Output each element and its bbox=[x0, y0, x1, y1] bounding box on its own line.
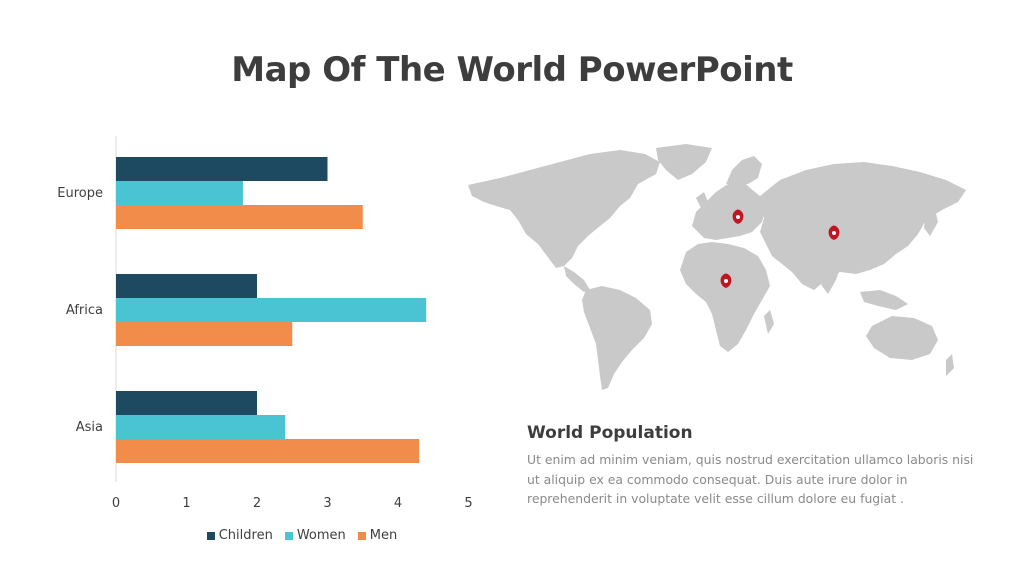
map-pin-icon bbox=[720, 273, 732, 288]
legend-item-women: Women bbox=[284, 528, 346, 543]
world-map bbox=[460, 140, 972, 400]
x-tick-label: 3 bbox=[323, 496, 331, 511]
map-land bbox=[468, 144, 966, 390]
legend-label-women: Women bbox=[296, 528, 346, 543]
x-tick-label: 2 bbox=[253, 496, 261, 511]
bar-men-europe bbox=[116, 205, 363, 229]
bar-women-europe bbox=[116, 181, 243, 205]
bar-men-asia bbox=[116, 439, 420, 463]
legend-swatch-children bbox=[206, 531, 215, 540]
info-heading: World Population bbox=[527, 423, 693, 443]
bar-children-africa bbox=[116, 274, 257, 298]
legend-label-men: Men bbox=[369, 528, 398, 543]
legend-item-children: Children bbox=[206, 528, 273, 543]
category-label-africa: Africa bbox=[66, 303, 103, 318]
category-label-europe: Europe bbox=[57, 186, 103, 201]
bar-women-asia bbox=[116, 415, 286, 439]
legend-label-children: Children bbox=[218, 528, 273, 543]
category-label-asia: Asia bbox=[76, 420, 103, 435]
bar-children-asia bbox=[116, 391, 257, 415]
x-tick-label: 0 bbox=[112, 496, 120, 511]
chart-legend: Children Women Men bbox=[0, 528, 604, 543]
bar-chart: Europe Africa Asia 0 1 2 3 4 5 bbox=[57, 136, 473, 511]
slide-title: Map Of The World PowerPoint bbox=[231, 50, 793, 90]
legend-item-men: Men bbox=[357, 528, 398, 543]
x-tick-label: 5 bbox=[464, 496, 472, 511]
info-body: Ut enim ad minim veniam, quis nostrud ex… bbox=[527, 452, 974, 506]
map-pin-icon bbox=[732, 209, 744, 224]
x-tick-label: 4 bbox=[394, 496, 402, 511]
bar-women-africa bbox=[116, 298, 427, 322]
bar-children-europe bbox=[116, 157, 328, 181]
map-pins bbox=[720, 209, 840, 288]
map-pin-icon bbox=[828, 225, 840, 240]
legend-swatch-women bbox=[284, 531, 293, 540]
world-map-icon bbox=[468, 144, 966, 390]
x-tick-label: 1 bbox=[182, 496, 190, 511]
legend-swatch-men bbox=[357, 531, 366, 540]
bar-men-africa bbox=[116, 322, 293, 346]
